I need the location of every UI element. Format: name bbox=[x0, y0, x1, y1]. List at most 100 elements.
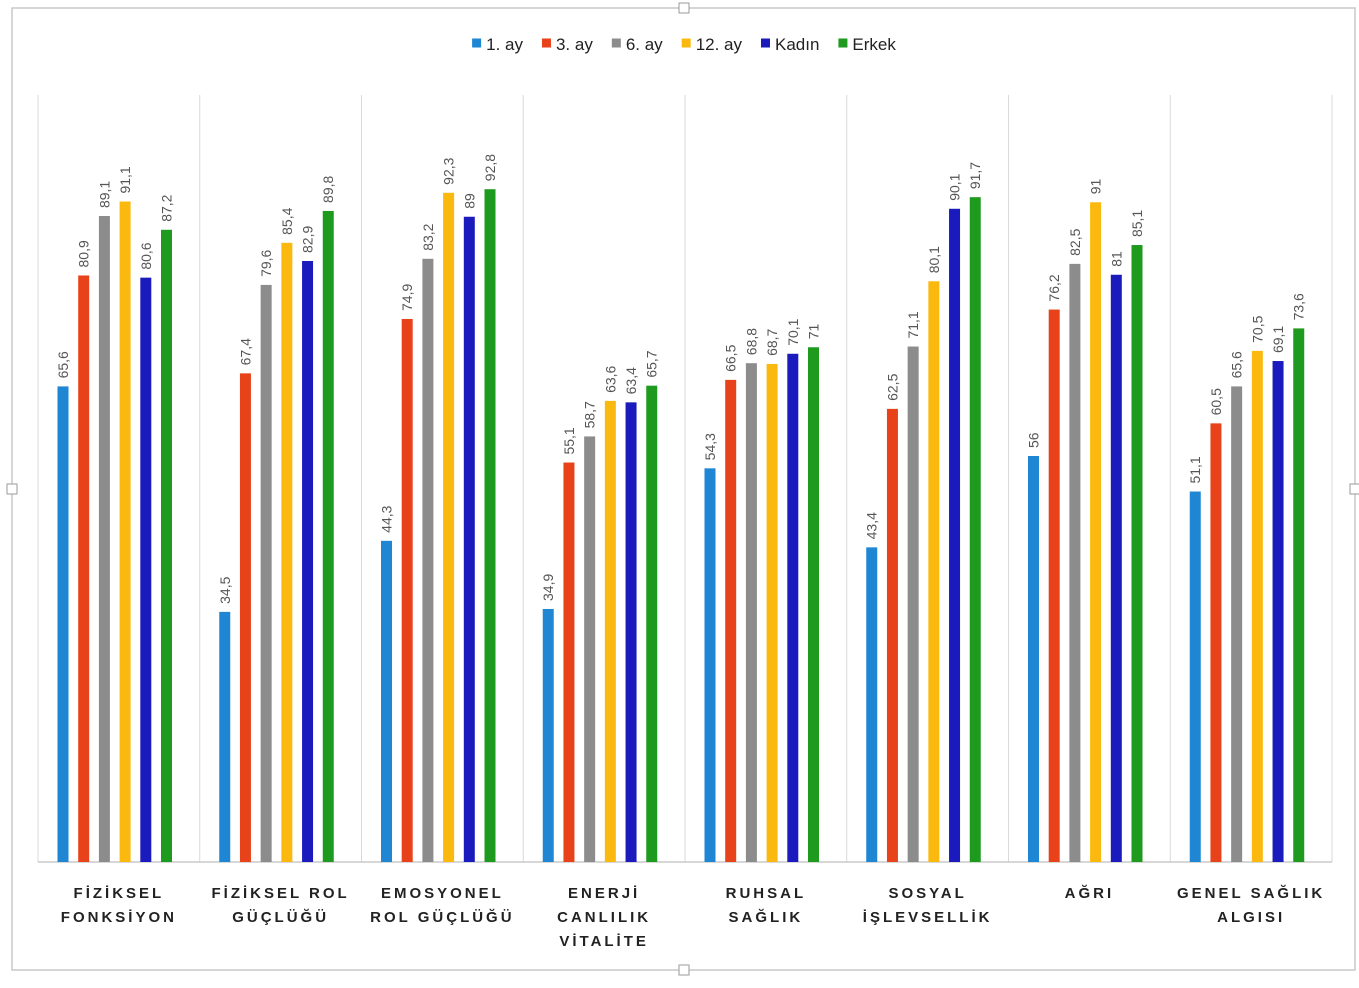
category-label: RUHSAL bbox=[726, 885, 807, 902]
bar bbox=[563, 462, 575, 862]
resize-handle[interactable] bbox=[678, 964, 690, 976]
data-label: 90,1 bbox=[947, 173, 963, 200]
legend-label: 6. ay bbox=[626, 35, 663, 54]
data-label: 89 bbox=[461, 193, 477, 209]
bar bbox=[1048, 309, 1060, 862]
bar bbox=[1131, 245, 1143, 862]
bar bbox=[140, 277, 152, 862]
legend-label: 12. ay bbox=[696, 35, 743, 54]
category-label: FİZİKSEL ROL bbox=[212, 885, 350, 902]
bar bbox=[866, 547, 878, 862]
bar bbox=[302, 260, 314, 863]
legend-label: 1. ay bbox=[486, 35, 523, 54]
bar bbox=[322, 210, 334, 862]
bar bbox=[969, 197, 981, 863]
bar bbox=[381, 540, 392, 862]
bar bbox=[1231, 386, 1243, 862]
bar bbox=[1210, 423, 1222, 862]
data-label: 80,9 bbox=[76, 240, 92, 267]
bar bbox=[1028, 456, 1039, 862]
data-label: 89,8 bbox=[320, 175, 336, 202]
bar bbox=[808, 347, 819, 862]
resize-handle[interactable] bbox=[1349, 483, 1359, 495]
legend-swatch bbox=[541, 38, 551, 48]
bar bbox=[401, 318, 413, 863]
data-label: 80,6 bbox=[138, 242, 154, 269]
category-label: VİTALİTE bbox=[559, 933, 649, 950]
legend-item: Kadın bbox=[760, 35, 819, 54]
resize-handle[interactable] bbox=[678, 2, 690, 14]
bar bbox=[161, 229, 172, 863]
data-label: 74,9 bbox=[399, 284, 415, 311]
category-label: FONKSİYON bbox=[61, 909, 177, 926]
category-label: ENERJİ bbox=[568, 885, 640, 902]
data-label: 68,7 bbox=[764, 328, 780, 355]
data-label: 63,4 bbox=[623, 367, 639, 394]
legend-item: 12. ay bbox=[681, 35, 743, 54]
data-label: 91 bbox=[1088, 178, 1104, 194]
data-label: 89,1 bbox=[96, 181, 112, 208]
legend-item: 6. ay bbox=[611, 35, 663, 54]
category-label: SAĞLIK bbox=[729, 908, 804, 926]
data-label: 82,5 bbox=[1067, 228, 1083, 255]
data-label: 60,5 bbox=[1208, 388, 1224, 415]
data-label: 91,1 bbox=[117, 166, 133, 193]
bar bbox=[119, 201, 131, 862]
data-label: 51,1 bbox=[1187, 456, 1203, 483]
bar bbox=[219, 611, 231, 862]
legend-item: 3. ay bbox=[541, 35, 593, 54]
bar bbox=[928, 281, 940, 862]
legend-swatch bbox=[681, 38, 691, 48]
data-label: 63,6 bbox=[602, 365, 618, 392]
legend: 1. ay 3. ay 6. ay 12. ay Kadın Erkek bbox=[472, 35, 896, 54]
bar bbox=[281, 242, 293, 863]
data-label: 71,1 bbox=[905, 311, 921, 338]
category-label: ROL GÜÇLÜĞÜ bbox=[370, 908, 514, 926]
legend-swatch bbox=[472, 38, 482, 48]
bar bbox=[1090, 202, 1102, 862]
bar bbox=[584, 436, 596, 862]
bar bbox=[1189, 491, 1201, 862]
data-label: 55,1 bbox=[561, 427, 577, 454]
bar bbox=[260, 284, 272, 862]
bar bbox=[78, 275, 90, 863]
bar bbox=[625, 402, 637, 862]
bar bbox=[98, 216, 110, 862]
data-label: 65,7 bbox=[644, 350, 660, 377]
data-label: 83,2 bbox=[420, 223, 436, 250]
bar bbox=[949, 208, 961, 862]
category-label: GÜÇLÜĞÜ bbox=[232, 908, 329, 926]
data-label: 87,2 bbox=[159, 194, 175, 221]
data-label: 92,3 bbox=[441, 157, 457, 184]
bar bbox=[542, 608, 554, 862]
data-label: 44,3 bbox=[379, 505, 395, 532]
resize-handle[interactable] bbox=[6, 483, 18, 495]
category-label: CANLILIK bbox=[557, 909, 651, 926]
bar bbox=[463, 216, 475, 862]
data-label: 85,4 bbox=[279, 207, 295, 234]
data-label: 81 bbox=[1108, 251, 1124, 267]
category-label: ALGISI bbox=[1217, 909, 1285, 926]
legend-label: 3. ay bbox=[556, 35, 593, 54]
legend-item: 1. ay bbox=[472, 35, 523, 54]
legend-label: Erkek bbox=[852, 35, 896, 54]
bar bbox=[725, 379, 737, 862]
bar bbox=[1110, 274, 1122, 862]
data-label: 34,9 bbox=[540, 574, 556, 601]
bar bbox=[239, 373, 251, 862]
legend-swatch bbox=[611, 38, 621, 48]
bar bbox=[766, 363, 778, 862]
bar bbox=[886, 408, 898, 862]
bar bbox=[422, 258, 434, 862]
data-label: 56 bbox=[1026, 432, 1042, 448]
data-label: 70,1 bbox=[785, 318, 801, 345]
bar bbox=[787, 353, 799, 862]
bar bbox=[604, 400, 616, 862]
data-label: 54,3 bbox=[702, 433, 718, 460]
bar bbox=[907, 346, 919, 862]
data-label: 65,6 bbox=[1229, 351, 1245, 378]
data-label: 92,8 bbox=[482, 154, 498, 181]
category-label: SOSYAL bbox=[888, 885, 966, 902]
